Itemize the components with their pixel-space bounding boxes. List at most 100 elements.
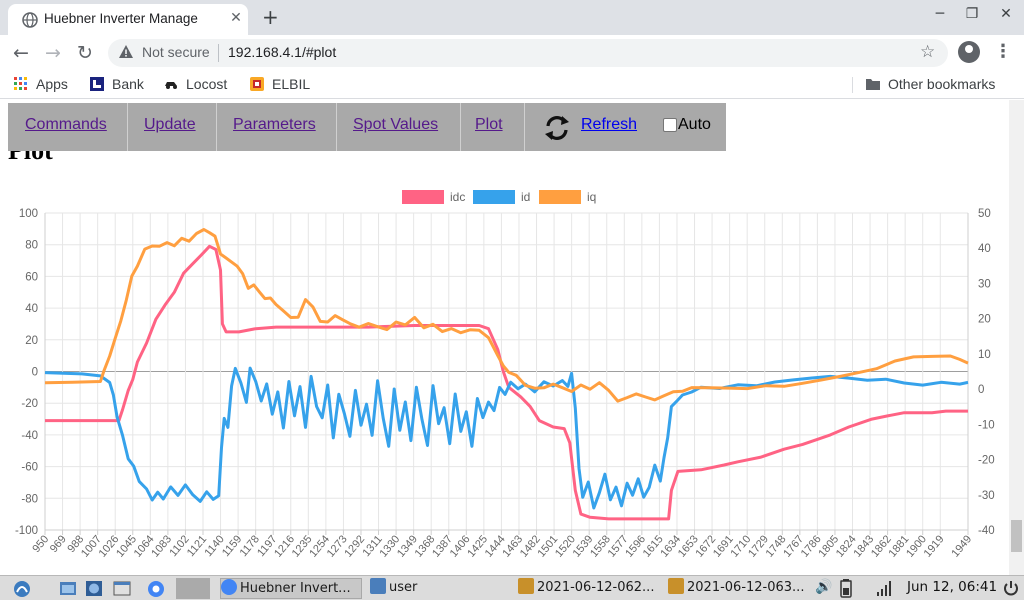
window-icon[interactable] <box>112 579 132 598</box>
page-scrollbar[interactable] <box>1009 100 1024 575</box>
plot-chart-area: 100 80 60 40 20 0 -20 -40 -60 -80 -100 50 40 30 20 10 0-… <box>0 180 1009 575</box>
task-label: Huebner Invert... <box>240 581 351 596</box>
spot-values-link[interactable]: Spot Values <box>353 116 439 133</box>
url-text[interactable]: 192.168.4.1/#plot <box>228 44 337 60</box>
folder-icon <box>866 79 880 90</box>
power-icon[interactable] <box>1002 579 1020 598</box>
y-right-tick-label: 0 <box>978 384 984 396</box>
tab-strip: Huebner Inverter Manage ✕ + ─ ❐ ✕ <box>0 0 1024 35</box>
restore-icon[interactable]: ❐ <box>965 6 979 22</box>
parameters-link[interactable]: Parameters <box>233 116 316 133</box>
y-right-tick-label: -40 <box>978 525 995 537</box>
signal-strength-icon[interactable] <box>876 579 892 598</box>
y-right-tick-label: 40 <box>978 243 991 255</box>
inverter-nav-bar: Commands Update Parameters Spot Values P… <box>8 103 726 151</box>
browser-tab[interactable]: Huebner Inverter Manage ✕ <box>8 4 248 35</box>
nav-item-plot: Plot <box>461 103 525 151</box>
image-icon <box>668 578 684 594</box>
refresh-arrows-icon[interactable] <box>542 113 572 143</box>
close-window-icon[interactable]: ✕ <box>1000 6 1012 22</box>
address-bar[interactable]: Not secure 192.168.4.1/#plot ☆ <box>108 39 948 67</box>
desktop-preview[interactable] <box>176 578 210 599</box>
nav-item-parameters: Parameters <box>217 103 337 151</box>
shield-icon[interactable] <box>84 579 104 598</box>
bookmark-label: ELBIL <box>272 76 311 92</box>
y-right-tick-label: 20 <box>978 314 991 326</box>
bookmark-label: Bank <box>112 76 144 92</box>
legend-swatch-id <box>473 190 515 204</box>
reload-icon[interactable]: ↻ <box>77 42 93 64</box>
taskbar-task-image-1[interactable]: 2021-06-12-062... <box>518 578 660 599</box>
y-left-tick-label: 80 <box>25 240 38 252</box>
elbil-icon <box>250 77 264 91</box>
bookmark-bank[interactable]: Bank <box>90 76 144 96</box>
scrollbar-thumb[interactable] <box>1011 520 1022 552</box>
folder-icon <box>370 578 386 594</box>
y-left-tick-label: 100 <box>19 208 38 220</box>
omnibox-divider <box>218 44 219 62</box>
nav-item-update: Update <box>128 103 217 151</box>
menu-dots-icon[interactable]: ⋮ <box>994 41 1012 62</box>
browser-quicklaunch-icon[interactable] <box>146 579 166 598</box>
y-right-tick-label: 30 <box>978 278 991 290</box>
back-arrow-icon[interactable]: ← <box>13 42 29 64</box>
series-line-iq <box>44 228 969 403</box>
refresh-link[interactable]: Refresh <box>581 116 638 133</box>
battery-icon[interactable] <box>840 579 852 598</box>
nav-item-commands: Commands <box>8 103 128 151</box>
bookmark-star-icon[interactable]: ☆ <box>920 42 936 62</box>
legend-label-id: id <box>521 190 530 204</box>
warning-icon <box>119 45 133 58</box>
y-left-tick-label: 20 <box>25 335 38 347</box>
task-label: 2021-06-12-063... <box>687 580 805 595</box>
bookmarks-divider <box>852 77 853 93</box>
start-menu-icon[interactable] <box>12 579 32 598</box>
commands-link[interactable]: Commands <box>25 116 107 133</box>
legend-label-idc: idc <box>450 190 465 204</box>
line-chart: 100806040200-20-40-60-80-10050403020100-… <box>15 190 995 560</box>
y-left-tick-label: 60 <box>25 271 38 283</box>
bookmark-locost[interactable]: Locost <box>164 76 227 96</box>
other-bookmarks[interactable]: Other bookmarks <box>866 76 995 96</box>
bookmark-apps[interactable]: Apps <box>14 76 68 96</box>
task-label: user <box>389 580 418 595</box>
plot-link[interactable]: Plot <box>475 116 503 133</box>
y-left-tick-label: 0 <box>32 367 38 379</box>
bank-icon <box>90 77 104 91</box>
series-line-idc <box>45 244 968 521</box>
new-tab-button[interactable]: + <box>262 5 279 29</box>
y-right-tick-label: 50 <box>978 208 991 220</box>
taskbar-task-image-2[interactable]: 2021-06-12-063... <box>668 578 810 599</box>
other-bookmarks-label: Other bookmarks <box>888 76 996 92</box>
auto-checkbox[interactable] <box>663 118 677 132</box>
legend-label-iq: iq <box>587 190 596 204</box>
y-right-tick-label: -10 <box>978 419 995 431</box>
taskbar-task-folder[interactable]: user <box>370 578 510 599</box>
bookmarks-bar: Apps Bank Locost ELBIL Other bookmarks <box>0 71 1024 99</box>
minimize-icon[interactable]: ─ <box>935 6 945 22</box>
chrome-icon <box>221 579 237 595</box>
x-tick-label: 969 <box>48 533 69 555</box>
update-link[interactable]: Update <box>144 116 196 133</box>
legend-swatch-iq <box>539 190 581 204</box>
bookmark-label: Apps <box>36 76 68 92</box>
image-icon <box>518 578 534 594</box>
taskbar-clock: Jun 12, 06:41 <box>907 579 998 595</box>
y-left-tick-label: -80 <box>21 493 38 505</box>
globe-icon <box>22 12 38 28</box>
taskbar-task-browser[interactable]: Huebner Invert... <box>220 578 362 599</box>
profile-avatar-icon[interactable] <box>958 41 980 63</box>
y-left-tick-label: -40 <box>21 430 38 442</box>
volume-icon[interactable]: 🔊 <box>815 579 833 595</box>
forward-arrow-icon[interactable]: → <box>45 42 61 64</box>
y-left-tick-label: -60 <box>21 462 38 474</box>
close-tab-icon[interactable]: ✕ <box>230 10 242 26</box>
series-line-id <box>44 366 969 510</box>
apps-grid-icon <box>14 77 27 90</box>
not-secure-label[interactable]: Not secure <box>142 44 210 60</box>
task-label: 2021-06-12-062... <box>537 580 655 595</box>
page-content: Plot Commands Update Parameters Spot Val… <box>0 100 1024 575</box>
bookmark-elbil[interactable]: ELBIL <box>250 76 310 96</box>
file-manager-icon[interactable] <box>58 579 78 598</box>
x-tick-label: 1949 <box>949 533 974 559</box>
